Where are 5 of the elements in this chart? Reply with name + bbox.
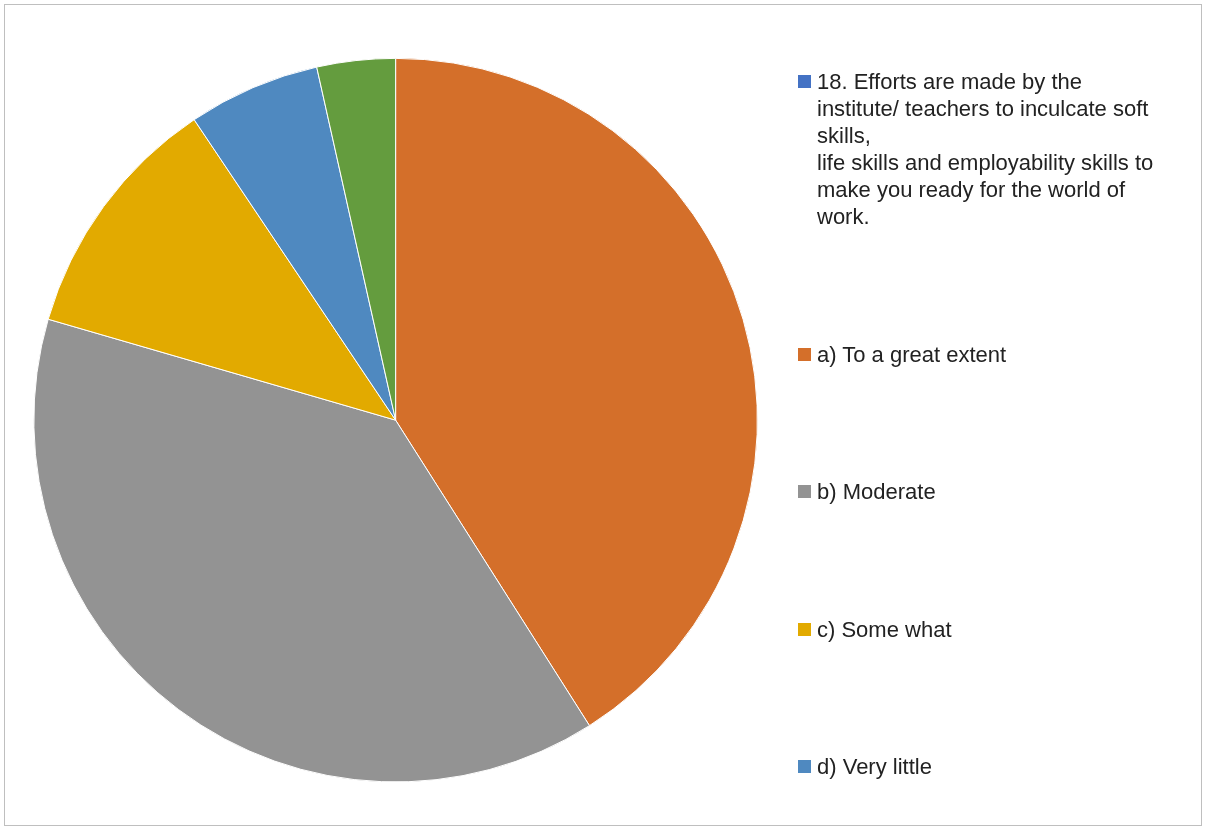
legend-label: b) Moderate <box>817 478 936 505</box>
legend-label: c) Some what <box>817 615 952 643</box>
legend-label: d) Very little <box>817 753 932 780</box>
legend-label: 18. Efforts are made by the institute/ teachers to inculcate soft skills, life skills and employability skills to make you ready for the world of work. <box>817 68 1155 230</box>
legend-label: a) To a great extent <box>817 340 1007 368</box>
